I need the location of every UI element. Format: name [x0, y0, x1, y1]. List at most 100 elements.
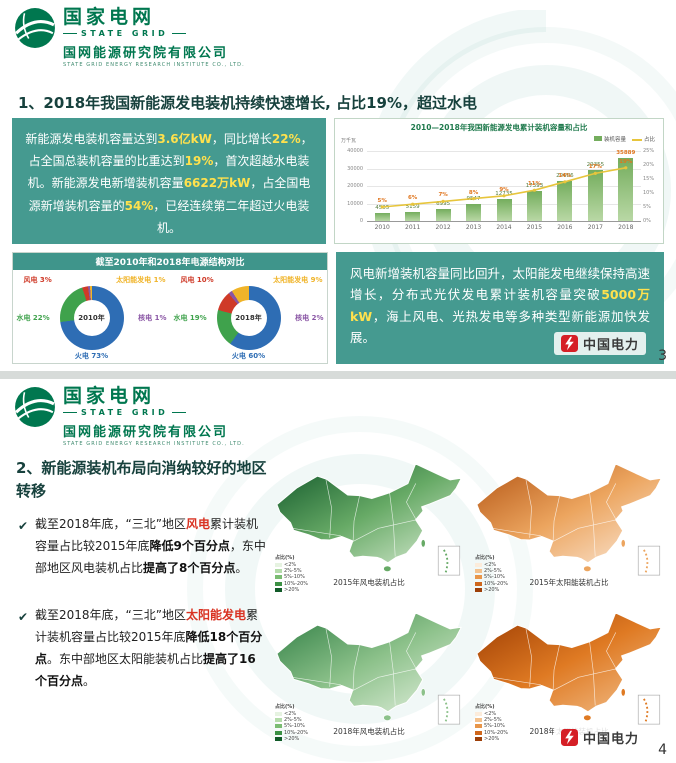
- x-axis-label: 2018: [618, 224, 634, 231]
- donut-chart: 2018年 火电 60% 水电 19% 风电 10% 核电 2% 太阳能发电 9%: [173, 273, 325, 363]
- map-legend-item: 10%-20%: [275, 730, 308, 736]
- check-icon: ✔: [18, 519, 29, 533]
- capacity-chart-panel: 2010—2018年我国新能源发电累计装机容量和占比 万千瓦 0 10000 2000…: [334, 118, 664, 244]
- legend-color-swatch: [475, 562, 482, 567]
- y-axis-tick: 40000: [347, 148, 363, 154]
- secondary-axis-tick: 10%: [643, 190, 655, 196]
- map-legend-item: 2%-5%: [275, 568, 308, 574]
- legend-line-swatch: [631, 139, 642, 141]
- legend-range-label: 5%-10%: [484, 723, 505, 730]
- state-grid-header: 国家电网 STATE GRID 国网能源研究院有限公司 STATE GRID E…: [14, 386, 245, 447]
- brand-name-cn: 国家电网: [63, 385, 156, 407]
- text-segment: ，东中部地区风电装机占比: [35, 539, 266, 576]
- share-percent-label: 6%: [407, 195, 418, 202]
- donut-section-title: 截至2010年和2018年电源结构对比: [13, 253, 327, 270]
- watermark-label: 中国电力: [582, 338, 639, 353]
- map-legend-title: 占比(%): [475, 554, 495, 561]
- text-segment: ，首次超越水电装机。: [27, 154, 310, 191]
- legend-range-label: <2%: [484, 561, 497, 568]
- share-percent-label: 19%: [619, 158, 633, 165]
- south-china-sea-inset: [437, 694, 461, 725]
- legend-range-label: >20%: [484, 735, 500, 742]
- y-axis-unit: 万千瓦: [341, 138, 357, 144]
- donut-slice-label: 水电 22%: [16, 314, 50, 322]
- china-power-watermark: 中国电力: [553, 332, 646, 355]
- legend-range-label: 2%-5%: [484, 717, 502, 723]
- header-text-block: 国家电网 STATE GRID 国网能源研究院有限公司 STATE GRID E…: [63, 386, 245, 447]
- legend-color-swatch: [275, 581, 282, 586]
- secondary-axis-tick: 15%: [643, 176, 655, 182]
- bar-value-label: 4505: [375, 205, 390, 212]
- text-segment: 太阳能发电: [185, 607, 246, 622]
- legend-color-swatch: [275, 587, 282, 592]
- taiwan-island: [620, 539, 626, 548]
- bar-2010-2018: [435, 208, 451, 221]
- donut-ring: 2018年: [216, 286, 281, 350]
- china-map-2018年-风电装机占比: 占比(%) <2% 2%-5% 5%-10% 10%-20% >20% 2018年风电装机占…: [270, 608, 468, 755]
- legend-range-label: 2%-5%: [284, 568, 302, 574]
- taiwan-island: [620, 688, 626, 697]
- legend-color-swatch: [475, 718, 482, 723]
- state-grid-logo-icon: [14, 7, 56, 68]
- text-segment: 累计装机容量占比较2015年底: [35, 517, 259, 554]
- chart-title: 2010—2018年我国新能源发电累计装机容量和占比: [410, 123, 588, 132]
- donut-center-year: 2010年: [73, 300, 110, 336]
- legend-color-swatch: [275, 711, 282, 716]
- legend-color-swatch: [475, 711, 482, 716]
- legend-line-entry: 占比: [631, 135, 655, 143]
- legend-range-label: >20%: [484, 586, 500, 593]
- legend-range-label: >20%: [284, 586, 300, 593]
- legend-color-swatch: [275, 724, 282, 729]
- map-legend-item: 2%-5%: [475, 717, 508, 723]
- text-segment: 。东中部地区太阳能装机占比: [47, 651, 204, 666]
- org-name-cn: 国网能源研究院有限公司: [63, 424, 229, 440]
- bar-value-label: 35889: [616, 150, 636, 157]
- map-legend-item: 2%-5%: [275, 717, 308, 723]
- map-legend-title: 占比(%): [275, 554, 295, 561]
- text-segment: 提高了8个百分点: [143, 561, 236, 576]
- bullet-list: ✔ 截至2018年底，“三北”地区风电累计装机容量占比较2015年底降低9个百分点…: [18, 513, 266, 716]
- bar-line-chart: 万千瓦 0 10000 20000 30000 40000 0% 5% 10% 15% 20% 25%…: [339, 135, 659, 239]
- text-segment: ，已经连续第二年超过火电装机。: [153, 198, 310, 235]
- text-segment: 降低18个百分点: [35, 629, 263, 666]
- state-grid-logo-icon: [14, 386, 56, 447]
- map-legend-title: 占比(%): [275, 703, 295, 710]
- bar-2010-2018: [557, 181, 573, 221]
- header-text-block: 国家电网 STATE GRID 国网能源研究院有限公司 STATE GRID E…: [63, 7, 245, 68]
- legend-range-label: 10%-20%: [484, 580, 509, 587]
- share-percent-label: 8%: [468, 189, 479, 196]
- y-axis-tick: 30000: [347, 165, 363, 172]
- x-axis-label: 2013: [465, 224, 482, 231]
- map-legend-item: >20%: [475, 587, 508, 593]
- china-map-2015年-风电装机占比: 占比(%) <2% 2%-5% 5%-10% 10%-20% >20% 2015年风电装机占…: [270, 459, 468, 606]
- nine-dash-line: [443, 698, 449, 722]
- south-china-sea-inset: [437, 545, 461, 576]
- text-segment: ，海上风电、光热发电等多种类型新能源加快发展。: [350, 308, 650, 345]
- legend-range-label: 10%-20%: [284, 580, 309, 587]
- legend-range-label: <2%: [484, 710, 497, 717]
- taiwan-island: [420, 688, 426, 697]
- map-legend-item: >20%: [275, 587, 308, 593]
- share-percent-label: 11%: [527, 181, 542, 188]
- donut-ring: 2010年: [59, 286, 124, 350]
- legend-color-swatch: [475, 575, 482, 580]
- map-legend-item: 5%-10%: [275, 574, 308, 580]
- province-borders: [292, 628, 417, 706]
- bar-2010-2018: [466, 204, 482, 221]
- legend-color-swatch: [275, 718, 282, 723]
- brand-name-en: STATE GRID: [63, 408, 245, 417]
- map-legend-item: 5%-10%: [475, 574, 508, 580]
- map-legend-title: 占比(%): [475, 703, 495, 710]
- text-segment: 6622万kW: [183, 176, 251, 191]
- bar-value-label: 6995: [436, 200, 451, 207]
- map-legend-item: >20%: [275, 736, 308, 742]
- slide-3: 国家电网 STATE GRID 国网能源研究院有限公司 STATE GRID E…: [0, 0, 676, 371]
- legend-range-label: >20%: [284, 735, 300, 742]
- page-number: 3: [658, 348, 667, 364]
- legend-color-swatch: [275, 575, 282, 580]
- summary-text-box: 新能源发电装机容量达到3.6亿kW，同比增长22%，占全国总装机容量的比重达到1…: [12, 118, 326, 244]
- chart-gridline: [367, 151, 641, 152]
- share-percent-label: 17%: [588, 164, 602, 171]
- legend-color-swatch: [475, 724, 482, 729]
- slide4-title: 2、新能源装机布局向消纳较好的地区转移: [16, 459, 267, 500]
